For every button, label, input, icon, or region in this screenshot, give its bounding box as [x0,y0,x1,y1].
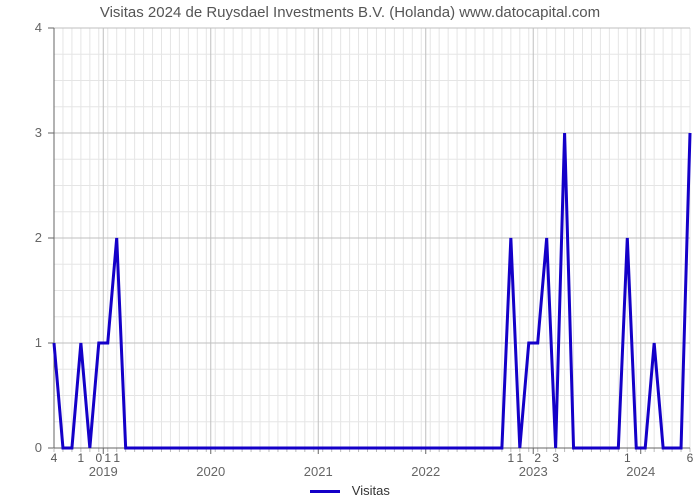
svg-text:3: 3 [35,125,42,140]
svg-text:1: 1 [104,451,111,465]
svg-text:1: 1 [508,451,515,465]
svg-text:2022: 2022 [411,464,440,479]
svg-text:0: 0 [35,440,42,455]
svg-text:4: 4 [51,451,58,465]
legend-label: Visitas [352,483,390,498]
svg-text:1: 1 [516,451,523,465]
svg-text:0: 0 [95,451,102,465]
svg-text:2019: 2019 [89,464,118,479]
svg-text:2021: 2021 [304,464,333,479]
svg-text:2023: 2023 [519,464,548,479]
svg-text:2: 2 [35,230,42,245]
svg-text:1: 1 [113,451,120,465]
svg-text:1: 1 [624,451,631,465]
legend-swatch [310,490,340,493]
svg-text:3: 3 [552,451,559,465]
legend: Visitas [0,483,700,498]
chart-plot: 0123420192020202120222023202441011112316 [0,0,700,500]
svg-text:2020: 2020 [196,464,225,479]
svg-text:1: 1 [35,335,42,350]
svg-text:2024: 2024 [626,464,655,479]
svg-text:4: 4 [35,20,42,35]
svg-text:6: 6 [687,451,694,465]
svg-text:2: 2 [534,451,541,465]
svg-text:1: 1 [78,451,85,465]
